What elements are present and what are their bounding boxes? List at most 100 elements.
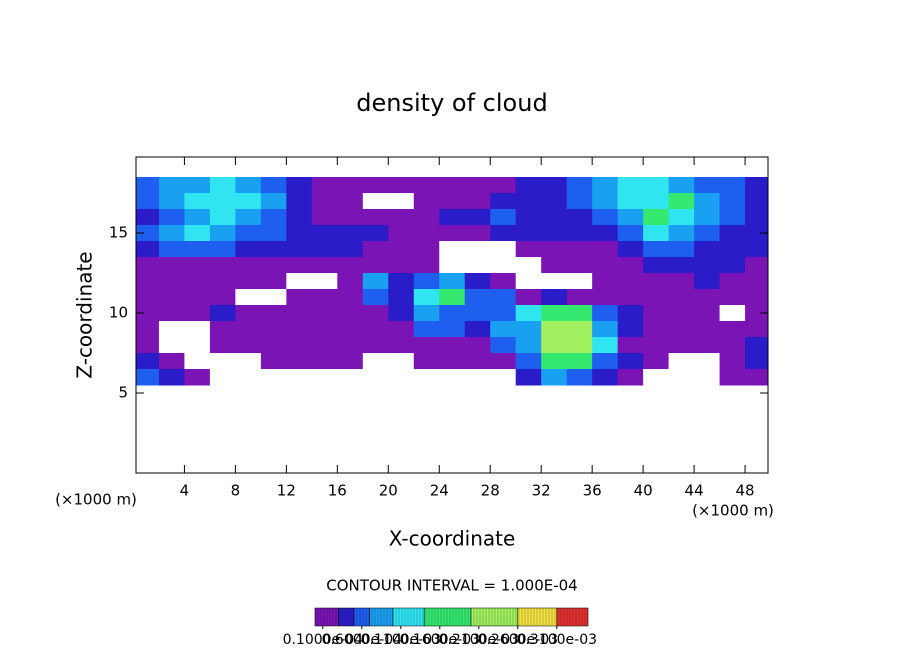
cell [184,209,211,226]
cell [541,369,568,386]
cell [490,273,517,290]
cell [388,177,415,194]
cell [388,289,415,306]
cell [413,257,440,274]
cell [515,305,542,322]
cell [260,289,287,306]
cell [745,241,769,258]
cell [592,193,619,210]
cell [745,353,769,370]
colorbar-label: 0.2100e-03 [439,632,519,648]
cell [592,273,619,290]
cell [668,257,695,274]
cell [719,337,746,354]
cell [413,321,440,338]
cell [413,369,440,386]
cell [413,289,440,306]
cell [158,209,185,226]
cell [464,353,491,370]
cell [158,289,185,306]
cell [184,257,211,274]
x-unit: (×1000 m) [692,502,774,520]
cell [286,257,313,274]
cell [337,193,364,210]
cell [311,305,338,322]
cell [439,321,466,338]
y-tick-label: 5 [118,384,128,402]
cell [566,321,593,338]
cell [617,225,644,242]
cell [541,337,568,354]
x-tick-label: 28 [481,482,500,500]
cell [694,353,721,370]
cell [643,273,670,290]
cell [311,289,338,306]
cell [260,369,287,386]
cell [184,177,211,194]
cell [136,193,160,210]
cell [388,321,415,338]
cell [260,321,287,338]
cell [260,257,287,274]
cell [439,353,466,370]
cell [668,177,695,194]
colorbar-segment [517,607,558,627]
colorbar-segment [353,607,370,627]
cell [745,225,769,242]
cell [158,193,185,210]
colorbar-segment [314,607,339,627]
cell [388,273,415,290]
colorbar-label: 0.2600e-03 [478,632,558,648]
cell [439,273,466,290]
cell [209,193,236,210]
cell [184,337,211,354]
cell [158,257,185,274]
cell [209,273,236,290]
cell [643,321,670,338]
cell [184,321,211,338]
field [136,177,769,386]
cell [235,193,262,210]
cell [566,289,593,306]
cell [464,209,491,226]
cell [566,193,593,210]
cell [286,273,313,290]
cell [260,225,287,242]
colorbar-label: 0.1000e-04 [283,632,364,648]
cell [184,289,211,306]
x-tick-label: 40 [634,482,653,500]
cell [235,257,262,274]
cell [694,177,721,194]
cell [541,177,568,194]
x-tick-label: 4 [180,482,190,500]
colorbar: 0.1000e-040.6000e-040.1100e-030.1600e-03… [283,607,597,648]
cell [617,369,644,386]
cell [286,209,313,226]
cell [260,177,287,194]
cell [541,321,568,338]
cell [388,369,415,386]
cell [235,241,262,258]
cell [235,209,262,226]
cell [439,193,466,210]
cell [490,321,517,338]
cell [643,209,670,226]
cell [490,257,517,274]
cell [745,209,769,226]
cell [311,369,338,386]
x-tick-label: 12 [277,482,296,500]
cell [515,193,542,210]
plot-frame [135,156,769,474]
cell [158,225,185,242]
cell [362,273,389,290]
cell [541,225,568,242]
cell [668,241,695,258]
cell [439,225,466,242]
cell [464,369,491,386]
cell [490,177,517,194]
cell [694,321,721,338]
cell [311,241,338,258]
cell [464,177,491,194]
cell [694,241,721,258]
